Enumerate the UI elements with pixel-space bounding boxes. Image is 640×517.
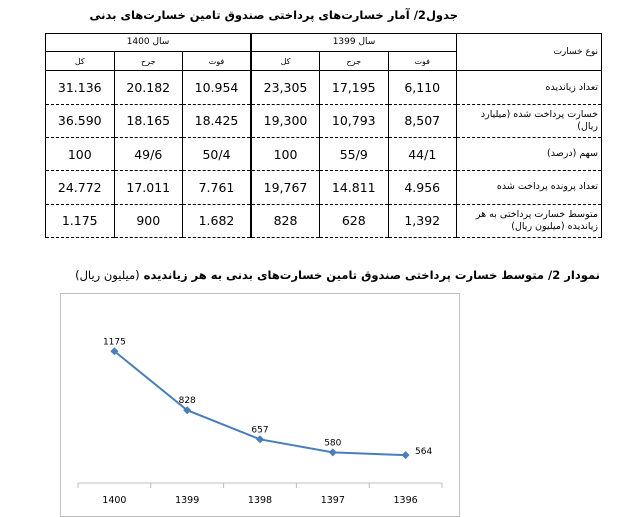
table-cell: 628 xyxy=(319,203,389,239)
data-point xyxy=(183,406,192,415)
data-label: 580 xyxy=(324,438,341,448)
data-label: 657 xyxy=(251,425,268,435)
row-label: تعداد پرونده پرداخت شده xyxy=(456,170,602,205)
table-cell: 828 xyxy=(250,203,320,239)
chart-title: نمودار 2/ متوسط خسارت پرداختی صندوق تامی… xyxy=(75,268,600,282)
table-cell: 17,195 xyxy=(319,70,389,105)
data-label: 564 xyxy=(415,447,432,457)
data-label: 828 xyxy=(179,396,196,406)
table-row: سهم (درصد) 44/1 55/9 100 50/4 49/6 100 xyxy=(45,137,602,172)
table-cell: 18.165 xyxy=(113,103,183,139)
x-tick-label: 1397 xyxy=(321,495,345,506)
table-header-row: نوع خسارت سال 1399 سال 1400 xyxy=(45,32,602,72)
table-cell: 55/9 xyxy=(319,137,389,172)
row-label: تعداد زیاندیده xyxy=(456,70,602,105)
chart-title-text: نمودار 2/ متوسط خسارت پرداختی صندوق تامی… xyxy=(143,268,600,282)
table-row: تعداد زیاندیده 6,110 17,195 23,305 10.95… xyxy=(45,70,602,105)
table-cell: 10.954 xyxy=(182,70,252,105)
header-year-1399: سال 1399 xyxy=(250,33,457,52)
subheader-injury-1399: جرح xyxy=(319,50,389,72)
table-title: جدول2/ آمار خسارت‌های پرداختی صندوق تامی… xyxy=(89,8,458,22)
table-cell: 17.011 xyxy=(113,170,183,205)
table-cell: 1,392 xyxy=(387,203,457,239)
row-label: متوسط خسارت پرداختی به هر زیاندیده (میلی… xyxy=(456,203,602,239)
data-point xyxy=(401,451,410,460)
x-tick-label: 1399 xyxy=(175,495,199,506)
table-cell: 49/6 xyxy=(113,137,183,172)
data-point xyxy=(328,448,337,457)
subheader-death-1399: فوت xyxy=(387,50,457,72)
table-row: خسارت پرداخت شده (میلیارد ریال) 8,507 10… xyxy=(45,103,602,139)
chart-frame xyxy=(60,293,460,517)
header-year-1400: سال 1400 xyxy=(45,33,252,52)
table-cell: 6,110 xyxy=(387,70,457,105)
chart-unit: (میلیون ریال) xyxy=(75,268,140,282)
table-cell: 100 xyxy=(45,137,115,172)
line-chart: 1175 828 657 580 564 1400 1399 1398 1397 1396 xyxy=(60,293,460,517)
x-tick-label: 1400 xyxy=(102,495,126,506)
table-cell: 1.175 xyxy=(45,203,115,239)
data-point xyxy=(110,347,119,356)
subheader-total-1399: کل xyxy=(250,50,320,72)
header-type: نوع خسارت xyxy=(456,32,602,72)
table-cell: 20.182 xyxy=(113,70,183,105)
table-cell: 18.425 xyxy=(182,103,252,139)
table-row: متوسط خسارت پرداختی به هر زیاندیده (میلی… xyxy=(45,203,602,239)
table-cell: 36.590 xyxy=(45,103,115,139)
table-cell: 100 xyxy=(250,137,320,172)
table-cell: 7.761 xyxy=(182,170,252,205)
table-cell: 19,300 xyxy=(250,103,320,139)
subheader-injury-1400: جرح xyxy=(113,50,183,72)
x-tick-label: 1398 xyxy=(248,495,272,506)
table-cell: 1.682 xyxy=(182,203,252,239)
subheader-death-1400: فوت xyxy=(182,50,252,72)
table-cell: 44/1 xyxy=(387,137,457,172)
table-row: تعداد پرونده پرداخت شده 4.956 14.811 19,… xyxy=(45,170,602,205)
table-cell: 900 xyxy=(113,203,183,239)
data-point xyxy=(256,435,264,444)
table-cell: 8,507 xyxy=(387,103,457,139)
table-cell: 31.136 xyxy=(45,70,115,105)
table-cell: 19,767 xyxy=(250,170,320,205)
subheader-total-1400: کل xyxy=(45,50,115,72)
table-cell: 4.956 xyxy=(387,170,457,205)
table-cell: 14.811 xyxy=(319,170,389,205)
stats-table: نوع خسارت سال 1399 سال 1400 فوت جرح کل ف… xyxy=(45,32,602,239)
row-label: خسارت پرداخت شده (میلیارد ریال) xyxy=(456,103,602,139)
row-label: سهم (درصد) xyxy=(456,137,602,172)
table-cell: 24.772 xyxy=(45,170,115,205)
table-cell: 23,305 xyxy=(250,70,320,105)
table-cell: 50/4 xyxy=(182,137,252,172)
data-label: 1175 xyxy=(103,337,126,347)
x-tick-label: 1396 xyxy=(394,495,418,506)
table-cell: 10,793 xyxy=(319,103,389,139)
